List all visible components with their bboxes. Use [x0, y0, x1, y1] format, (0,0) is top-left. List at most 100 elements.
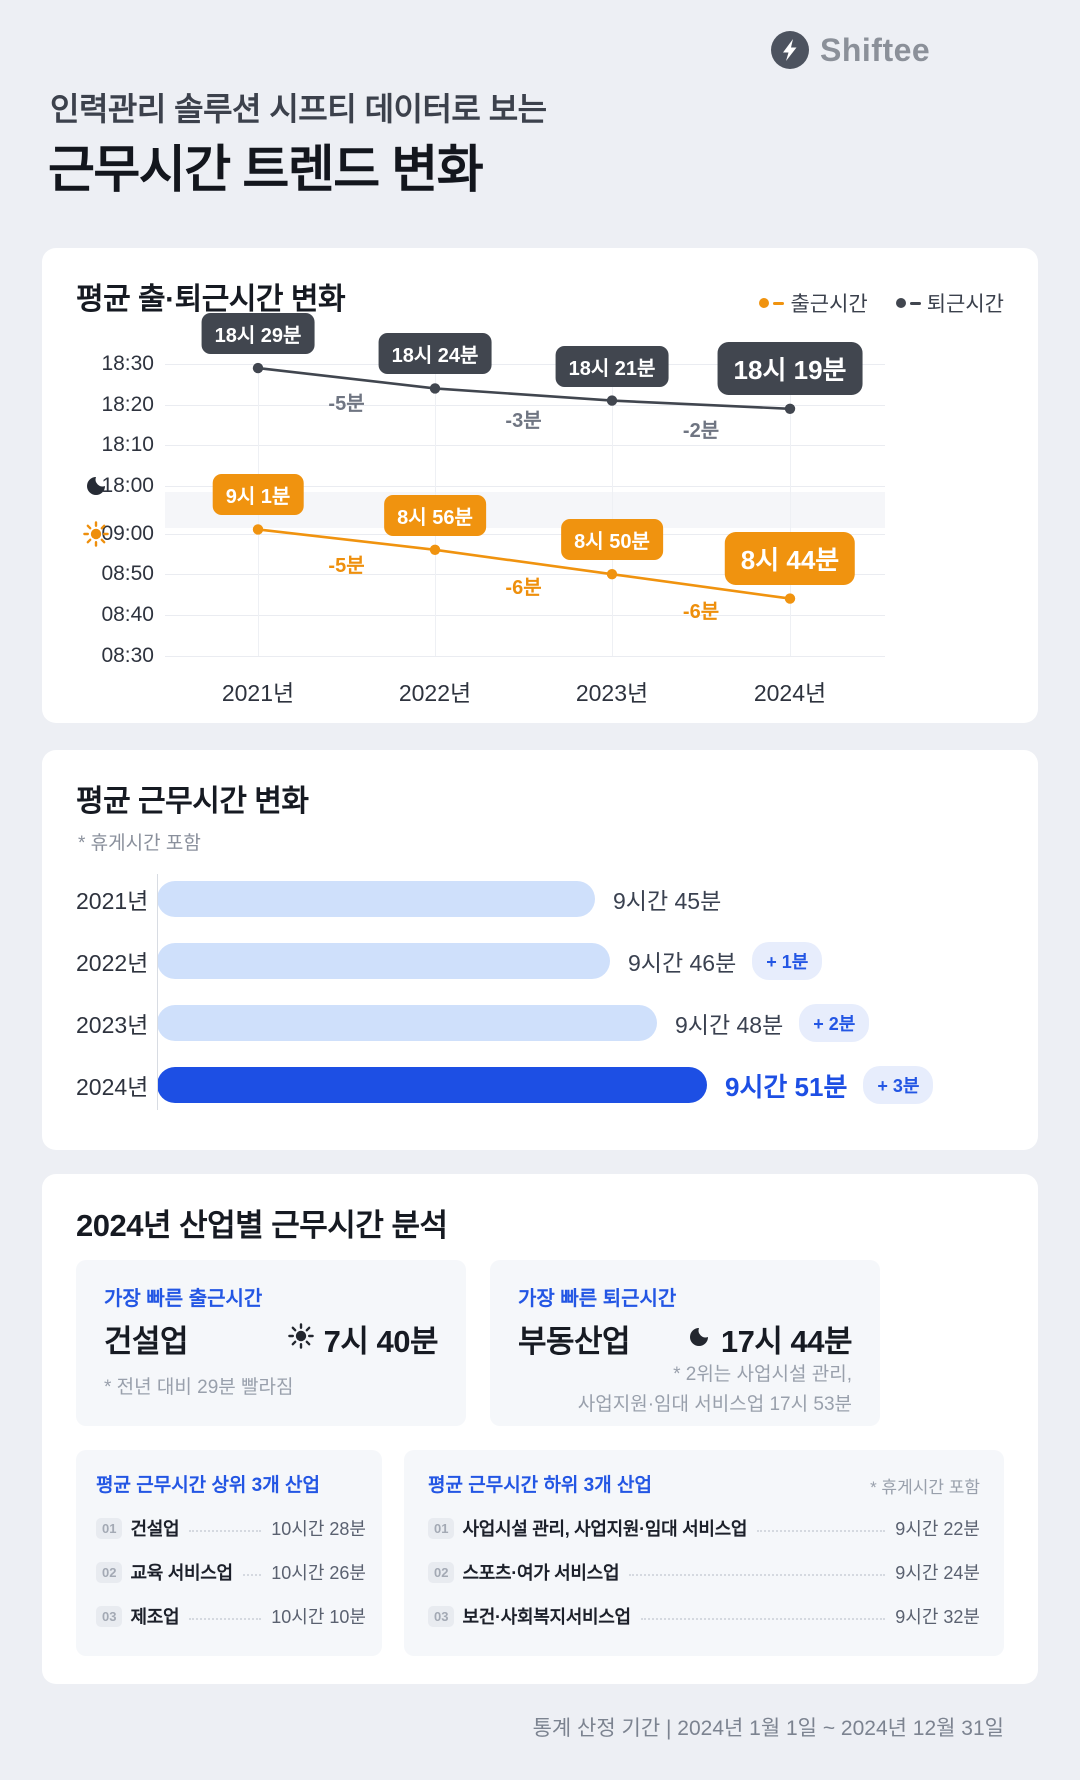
bar-row: 2021년 9시간 45분: [76, 868, 1004, 930]
rank-row: 02 교육 서비스업 10시간 26분: [76, 1550, 382, 1594]
stat-label: 가장 빠른 출근시간: [104, 1288, 263, 1310]
stat-label: 가장 빠른 퇴근시간: [518, 1288, 677, 1310]
rank-industry-name: 건설업: [130, 1519, 180, 1539]
rank-number-badge: 01: [428, 1517, 455, 1539]
dotted-leader: [640, 1618, 886, 1620]
h-gridline: [165, 614, 885, 616]
rank-industry-name: 사업시설 관리, 사업지원·임대 서비스업: [462, 1519, 748, 1539]
stat-note-line: 사업지원·임대 서비스업 17시 53분: [577, 1394, 852, 1415]
legend-label-checkin: 출근시간: [790, 293, 868, 316]
shiftee-logo: Shiftee: [770, 30, 930, 70]
commute-line-chart: 18:30 18:20 18:10 18:00 09:00 08:50 08:40 08:30…: [76, 313, 1004, 708]
stats-period-footer: 통계 산정 기간 | 2024년 1월 1일 ~ 2024년 12월 31일: [532, 1717, 1004, 1740]
bar-value-label: 9시간 46분: [628, 950, 737, 976]
delta-label: -6분: [505, 577, 542, 599]
rank-value: 10시간 10분: [271, 1607, 366, 1627]
y-axis-label: 08:40: [101, 602, 154, 626]
value-pill: 18시 24분: [378, 333, 492, 375]
y-axis-label: 08:30: [101, 643, 154, 667]
y-axis-label: 18:20: [101, 392, 154, 416]
rank-row: 01 사업시설 관리, 사업지원·임대 서비스업 9시간 22분: [404, 1506, 1004, 1550]
rank-industry-name: 보건·사회복지서비스업: [462, 1607, 631, 1627]
delta-label: -5분: [328, 554, 365, 577]
stat-time-value: 7시 40분: [323, 1324, 439, 1359]
line-series-plot: [252, 362, 796, 604]
bar-row: 2022년 9시간 46분 + 1분: [76, 930, 1004, 992]
rank-card-title: 평균 근무시간 상위 3개 산업: [96, 1475, 320, 1496]
h-gridline: [165, 533, 885, 535]
rank-value: 9시간 24분: [895, 1563, 980, 1583]
bar: [157, 1005, 657, 1041]
bar: [157, 943, 610, 979]
chart-legend: 출근시간 퇴근시간: [759, 288, 1004, 318]
earliest-checkin-card: 가장 빠른 출근시간 건설업 7시 40분 * 전년 대비 29분 빨라짐: [76, 1260, 466, 1426]
bar-year-label: 2023년: [76, 1012, 149, 1038]
bottom-industries-card: 평균 근무시간 하위 3개 산업 * 휴게시간 포함 01 사업시설 관리, 사업…: [404, 1450, 1004, 1656]
stat-industry: 건설업: [104, 1324, 189, 1359]
shiftee-logo-text: Shiftee: [820, 31, 931, 68]
y-axis-label: 18:30: [101, 352, 154, 375]
x-axis-label: 2024년: [753, 680, 827, 706]
industry-analysis-card: 2024년 산업별 근무시간 분석 가장 빠른 출근시간 건설업 7시 40분 …: [42, 1174, 1038, 1684]
checkout-dash-icon: [909, 301, 921, 305]
rank-value: 10시간 28분: [271, 1519, 366, 1539]
y-axis-label: 09:00: [101, 521, 154, 545]
delta-label: -2분: [682, 419, 720, 442]
bar-delta-badge: + 3분: [863, 1066, 934, 1104]
delta-label: -5분: [328, 393, 365, 416]
bar-delta-badge: + 1분: [752, 942, 823, 980]
rank-number-badge: 01: [96, 1517, 123, 1539]
dotted-leader: [242, 1574, 262, 1576]
rank-industry-name: 스포츠·여가 서비스업: [462, 1563, 620, 1583]
stat-time: 17시 44분: [687, 1316, 853, 1361]
delta-label: -3분: [505, 409, 542, 432]
worktime-bar-chart: 2021년 9시간 45분 2022년 9시간 46분 + 1분 2023년 9시간 48분…: [76, 868, 1004, 1116]
x-axis-label: 2022년: [398, 680, 472, 706]
checkin-dot-icon: [759, 298, 770, 308]
h-gridline: [165, 364, 885, 365]
dotted-leader: [189, 1530, 262, 1532]
rank-industry-name: 교육 서비스업: [130, 1563, 233, 1583]
industry-analysis-title: 2024년 산업별 근무시간 분석: [76, 1208, 448, 1243]
h-gridline: [165, 574, 885, 576]
sun-icon: [287, 1321, 314, 1357]
rank-card-note: * 휴게시간 포함: [870, 1478, 980, 1497]
v-gridline: [790, 364, 791, 656]
worktime-chart-title: 평균 근무시간 변화: [76, 785, 309, 818]
bar-delta-badge: + 2분: [799, 1004, 870, 1042]
rank-row: 01 건설업 10시간 28분: [76, 1506, 382, 1550]
stat-time: 7시 40분: [287, 1316, 439, 1361]
moon-icon: [687, 1321, 711, 1357]
rank-number-badge: 02: [96, 1561, 123, 1583]
stat-note: * 전년 대비 29분 빨라짐: [104, 1377, 294, 1398]
h-gridline: [165, 655, 885, 657]
rank-row: 02 스포츠·여가 서비스업 9시간 24분: [404, 1550, 1004, 1594]
bar-value-label: 9시간 45분: [613, 888, 722, 914]
bar-value-label: 9시간 51분: [725, 1071, 848, 1102]
h-gridline: [165, 404, 885, 406]
rank-card-title: 평균 근무시간 하위 3개 산업: [428, 1475, 652, 1496]
stat-note-line: * 2위는 사업시설 관리,: [673, 1364, 852, 1385]
rank-row: 03 제조업 10시간 10분: [76, 1594, 382, 1638]
stat-note: * 2위는 사업시설 관리, 사업지원·임대 서비스업 17시 53분: [578, 1360, 852, 1420]
bar-row: 2023년 9시간 48분 + 2분: [76, 992, 1004, 1054]
rank-number-badge: 03: [428, 1605, 455, 1627]
moon-icon: [82, 472, 110, 500]
rank-number-badge: 03: [96, 1605, 123, 1627]
commute-chart-card: 평균 출·퇴근시간 변화 출근시간 퇴근시간 18:30 18:20 18:10 18…: [42, 248, 1038, 723]
rank-rows: 01 건설업 10시간 28분 02 교육 서비스업 10시간 26분 03 제조업 10시간 …: [76, 1506, 382, 1638]
rank-value: 10시간 26분: [271, 1563, 366, 1583]
rank-industry-name: 제조업: [130, 1607, 180, 1627]
x-axis-label: 2021년: [221, 680, 295, 706]
bar-year-label: 2024년: [76, 1074, 149, 1100]
x-axis-label: 2023년: [575, 680, 649, 706]
bar-year-label: 2021년: [76, 888, 149, 914]
h-gridline: [165, 445, 885, 447]
checkin-dash-icon: [773, 301, 785, 305]
bar: [157, 881, 595, 917]
delta-label: -6분: [682, 601, 720, 624]
rank-number-badge: 02: [428, 1561, 455, 1583]
stat-time-value: 17시 44분: [720, 1324, 853, 1359]
worktime-note: * 휴게시간 포함: [78, 833, 201, 854]
bar-value-label: 9시간 48분: [675, 1012, 784, 1038]
